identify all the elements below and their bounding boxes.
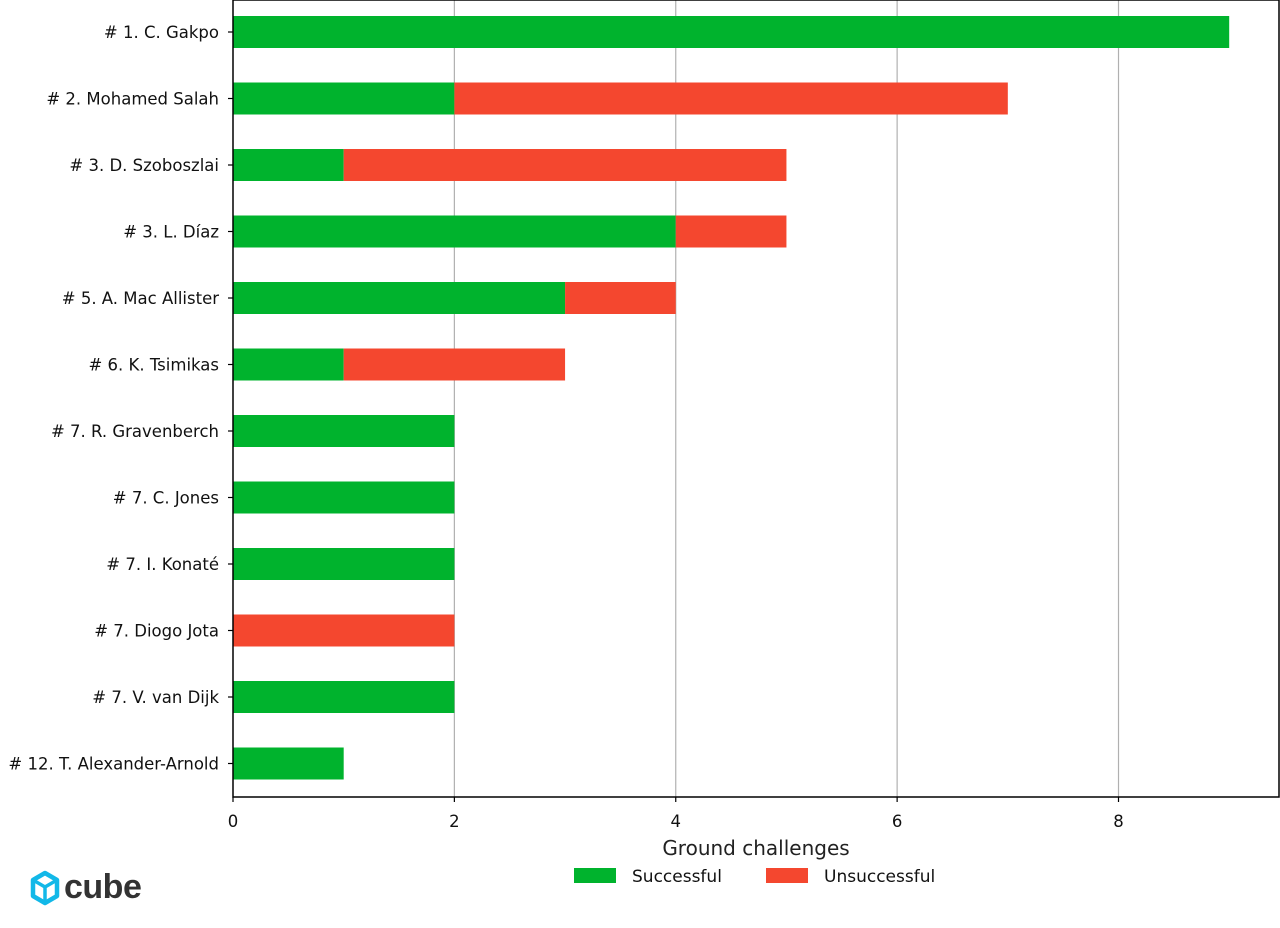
- y-tick-label: # 3. D. Szoboszlai: [69, 156, 219, 175]
- legend-swatch: [574, 868, 616, 883]
- y-tick-label: # 3. L. Díaz: [123, 223, 219, 242]
- bar-successful: [233, 747, 344, 780]
- bar-unsuccessful: [675, 215, 787, 248]
- bar-successful: [233, 215, 676, 248]
- bars: [233, 16, 1230, 780]
- y-axis-labels: # 1. C. Gakpo # 2. Mohamed Salah # 3. D. S…: [8, 23, 233, 774]
- x-tick-label: 6: [892, 812, 903, 831]
- bar-unsuccessful: [343, 149, 787, 181]
- legend-swatch: [766, 868, 808, 883]
- brand-name: cube: [64, 868, 142, 906]
- legend: Successful Unsuccessful: [574, 867, 935, 887]
- y-tick-label: # 2. Mohamed Salah: [46, 90, 219, 109]
- x-axis-ticks: 0 2 4 6 8: [228, 797, 1124, 831]
- bar-successful: [233, 82, 455, 115]
- x-axis-title: Ground challenges: [662, 836, 849, 860]
- bar-successful: [233, 149, 344, 181]
- y-tick-label: # 7. R. Gravenberch: [51, 422, 219, 441]
- bar-successful: [233, 348, 344, 381]
- bar-successful: [233, 16, 1230, 48]
- bar-unsuccessful: [343, 348, 566, 381]
- y-tick-label: # 7. I. Konaté: [106, 555, 219, 574]
- x-tick-label: 0: [228, 812, 239, 831]
- y-tick-label: # 7. Diogo Jota: [94, 622, 219, 641]
- bar-unsuccessful: [454, 82, 1008, 115]
- x-tick-label: 2: [449, 812, 460, 831]
- y-tick-label: # 7. C. Jones: [113, 489, 219, 508]
- legend-label: Unsuccessful: [824, 867, 935, 887]
- legend-label: Successful: [632, 867, 722, 887]
- y-tick-label: # 1. C. Gakpo: [104, 23, 219, 42]
- bar-successful: [233, 681, 455, 713]
- bar-successful: [233, 282, 566, 314]
- bar-successful: [233, 481, 455, 514]
- y-tick-label: # 7. V. van Dijk: [92, 688, 219, 707]
- x-tick-label: 4: [671, 812, 682, 831]
- plot-frame: [232, 0, 1280, 798]
- cube-logo-icon: [30, 870, 60, 905]
- y-tick-label: # 5. A. Mac Allister: [62, 289, 219, 308]
- bar-unsuccessful: [565, 282, 676, 314]
- bar-successful: [233, 415, 455, 447]
- y-tick-label: # 6. K. Tsimikas: [88, 356, 219, 375]
- x-tick-label: 8: [1113, 812, 1124, 831]
- brand-logo: cube: [30, 868, 142, 907]
- bar-unsuccessful: [233, 614, 455, 647]
- grid-lines: [453, 0, 1120, 797]
- bar-successful: [233, 548, 455, 580]
- y-tick-label: # 12. T. Alexander-Arnold: [8, 755, 219, 774]
